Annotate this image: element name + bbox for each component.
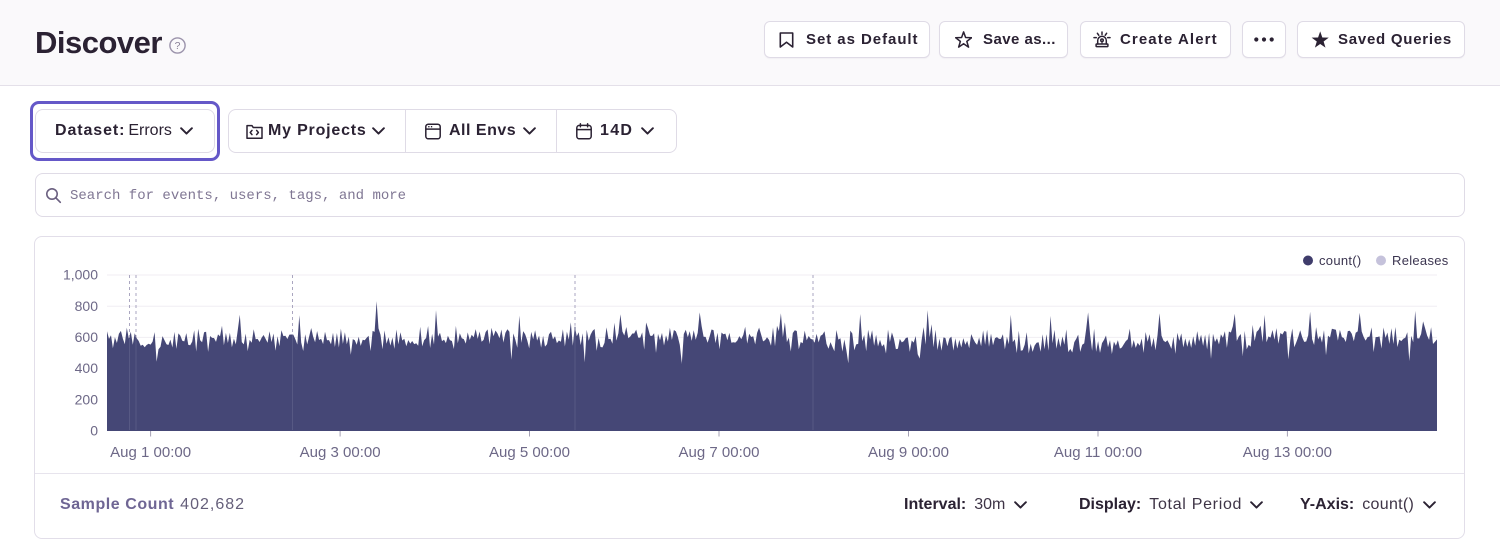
svg-text:0: 0 xyxy=(90,423,98,439)
svg-text:Aug 13 00:00: Aug 13 00:00 xyxy=(1243,444,1332,461)
svg-text:400: 400 xyxy=(75,360,99,376)
svg-text:Aug 7 00:00: Aug 7 00:00 xyxy=(679,444,760,461)
svg-text:Aug 3 00:00: Aug 3 00:00 xyxy=(300,444,381,461)
svg-text:Aug 1 00:00: Aug 1 00:00 xyxy=(110,444,191,461)
svg-text:?: ? xyxy=(175,40,181,52)
svg-text:600: 600 xyxy=(75,329,99,345)
svg-text:1,000: 1,000 xyxy=(63,267,98,283)
svg-text:200: 200 xyxy=(75,391,99,407)
svg-text:Aug 11 00:00: Aug 11 00:00 xyxy=(1054,444,1142,461)
svg-text:Releases: Releases xyxy=(1392,253,1449,268)
svg-text:Aug 9 00:00: Aug 9 00:00 xyxy=(868,444,949,461)
svg-text:800: 800 xyxy=(75,298,99,314)
svg-text:Aug 5 00:00: Aug 5 00:00 xyxy=(489,444,570,461)
svg-text:count(): count() xyxy=(1319,253,1362,268)
